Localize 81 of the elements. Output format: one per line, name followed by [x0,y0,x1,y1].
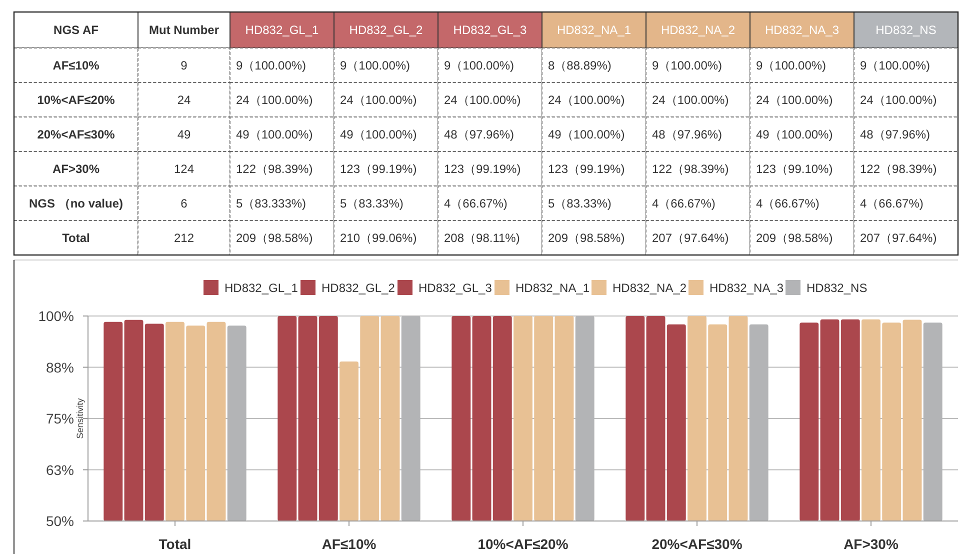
y-tick-label: 100% [38,308,74,324]
text: AF>30% [52,162,100,176]
legend-label: HD832_NA_1 [516,281,590,295]
text: 122（98.39%) [860,162,937,176]
text: 9（100.00%) [860,58,930,72]
x-tick-label: AF>30% [844,536,899,552]
text: 6 [180,196,188,210]
text: 5（83.333%) [236,196,306,210]
text: 123（99.19%) [548,162,625,176]
category-label: NGS AF [54,23,98,37]
text: 209（98.58%) [236,230,313,245]
text: 4（66.67%) [860,196,924,210]
text: 4（66.67%) [444,196,508,210]
text: 20%<AF≤30% [37,127,115,142]
text: 49（100.00%) [236,127,313,142]
legend-label: HD832_NS [806,281,868,295]
text: 123（99.19%) [444,162,521,176]
legend-label: HD832_GL_1 [224,281,298,295]
category-label: Mut Number [149,23,220,37]
x-tick-label: Total [158,536,192,552]
text: 123（99.10%) [756,162,833,176]
text: 4（66.67%) [652,196,716,210]
text: 24（100.00%) [444,92,521,107]
text: 49（100.00%) [548,127,625,142]
y-tick-label: 50% [46,513,74,529]
x-tick-label: 10%<AF≤20% [478,536,569,552]
text: 8（88.89%) [548,58,612,72]
legend-label: HD832_GL_3 [418,281,492,295]
text: 24（100.00%) [340,92,417,107]
text: NGS （no value) [28,196,124,210]
text: 209（98.58%) [548,230,625,245]
text: 24（100.00%) [548,92,625,107]
x-tick-label: 20%<AF≤30% [652,536,743,552]
text: 5（83.33%) [340,196,404,210]
y-tick-label: 75% [46,410,74,426]
text: 212 [174,230,194,245]
category-label: HD832_GL_2 [349,23,424,37]
category-label: HD832_NA_3 [764,23,840,37]
text: 4（66.67%) [756,196,820,210]
text: 209（98.58%) [756,230,833,245]
y-tick-label: 88% [46,359,74,376]
text: 5（83.33%) [548,196,612,210]
text: 210（99.06%) [340,230,417,245]
text: 207（97.64%) [860,230,937,245]
category-label: HD832_NS [876,23,936,37]
text: 9（100.00%) [444,58,514,72]
text: 49 [177,127,191,142]
text: 9（100.00%) [236,58,306,72]
text: AF≤10% [52,58,100,72]
y-tick-label: 63% [46,462,74,478]
text: Total [62,230,90,245]
text: 10%<AF≤20% [37,92,115,107]
text: 24（100.00%) [236,92,313,107]
legend-label: HD832_NA_3 [710,281,784,295]
text: 49（100.00%) [340,127,417,142]
text: 124 [174,162,194,176]
category-label: HD832_NA_2 [660,23,736,37]
text: 122（98.39%) [236,162,313,176]
text: 123（99.19%) [340,162,417,176]
text: 122（98.39%) [652,162,729,176]
text: 9 [180,58,188,72]
category-label: HD832_NA_1 [556,23,632,37]
legend-label: HD832_NA_2 [612,281,687,295]
category-label: HD832_GL_1 [245,23,320,37]
text: 24 [177,92,191,107]
text: 48（97.96%) [860,127,930,142]
legend-label: HD832_GL_2 [322,281,396,295]
text: 24（100.00%) [860,92,937,107]
text: 48（97.96%) [444,127,514,142]
text: 9（100.00%) [340,58,410,72]
text: 24（100.00%) [652,92,729,107]
y-axis-title: Sensitivity [75,398,85,439]
text: 9（100.00%) [652,58,722,72]
text: 24（100.00%) [756,92,833,107]
text: 49（100.00%) [756,127,833,142]
text: 207（97.64%) [652,230,729,245]
x-tick-label: AF≤10% [322,536,377,552]
text: 48（97.96%) [652,127,722,142]
category-label: HD832_GL_3 [453,23,528,37]
text: 208（98.11%) [444,230,520,245]
text: 9（100.00%) [756,58,826,72]
